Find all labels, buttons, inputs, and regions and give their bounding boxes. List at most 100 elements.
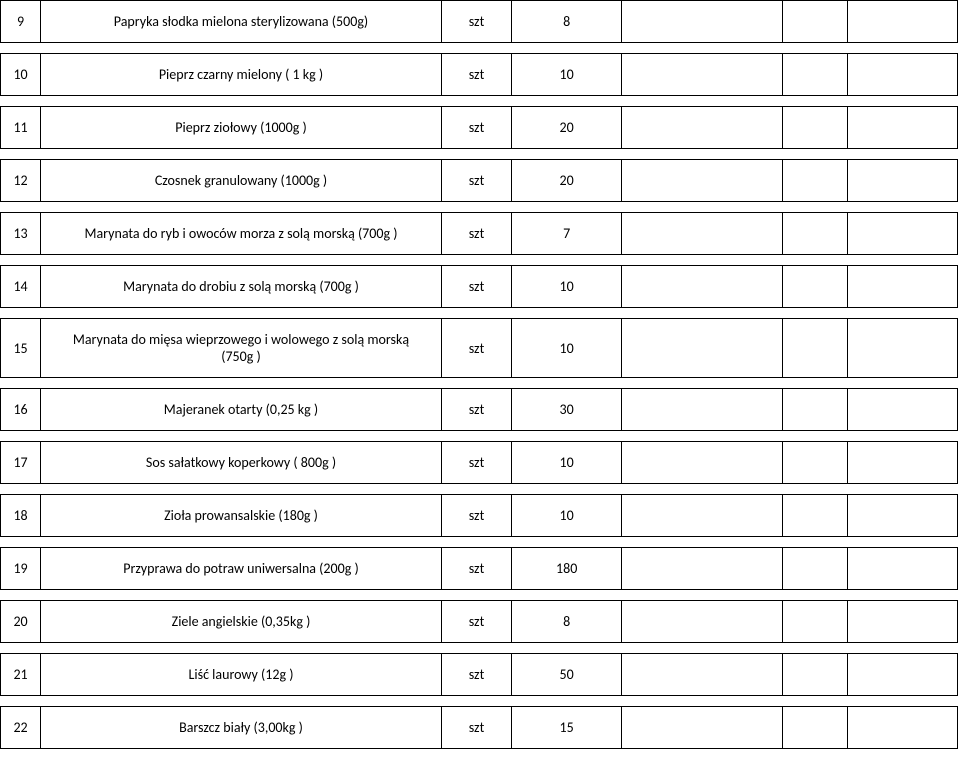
row-number: 20: [1, 601, 41, 643]
table-row: 16Majeranek otarty (0,25 kg )szt30: [1, 389, 958, 431]
row-number: 21: [1, 654, 41, 696]
empty-col-2: [782, 654, 847, 696]
data-block: 10Pieprz czarny mielony ( 1 kg )szt10: [0, 53, 958, 96]
data-block: 16Majeranek otarty (0,25 kg )szt30: [0, 388, 958, 431]
empty-col-1: [622, 54, 782, 96]
quantity: 8: [512, 601, 622, 643]
table-row: 13Marynata do ryb i owoców morza z solą …: [1, 213, 958, 255]
empty-col-2: [782, 160, 847, 202]
unit: szt: [441, 442, 511, 484]
item-name: Marynata do ryb i owoców morza z solą mo…: [41, 213, 442, 255]
empty-col-1: [622, 548, 782, 590]
empty-col-2: [782, 319, 847, 378]
item-name: Marynata do drobiu z solą morską (700g ): [41, 266, 442, 308]
empty-col-1: [622, 160, 782, 202]
empty-col-2: [782, 54, 847, 96]
item-name: Papryka słodka mielona sterylizowana (50…: [41, 1, 442, 43]
quantity: 15: [512, 707, 622, 749]
data-block: 11Pieprz ziołowy (1000g )szt20: [0, 106, 958, 149]
empty-col-3: [847, 495, 957, 537]
data-block: 14Marynata do drobiu z solą morską (700g…: [0, 265, 958, 308]
unit: szt: [441, 319, 511, 378]
data-block: 15Marynata do mięsa wieprzowego i wolowe…: [0, 318, 958, 378]
table-row: 11Pieprz ziołowy (1000g )szt20: [1, 107, 958, 149]
row-number: 17: [1, 442, 41, 484]
page-root: 9Papryka słodka mielona sterylizowana (5…: [0, 0, 960, 749]
unit: szt: [441, 1, 511, 43]
item-name: Pieprz ziołowy (1000g ): [41, 107, 442, 149]
empty-col-3: [847, 548, 957, 590]
item-name: Ziele angielskie (0,35kg ): [41, 601, 442, 643]
item-name: Pieprz czarny mielony ( 1 kg ): [41, 54, 442, 96]
item-name: Barszcz biały (3,00kg ): [41, 707, 442, 749]
empty-col-1: [622, 707, 782, 749]
table-row: 12Czosnek granulowany (1000g )szt20: [1, 160, 958, 202]
row-number: 22: [1, 707, 41, 749]
table-row: 22Barszcz biały (3,00kg )szt15: [1, 707, 958, 749]
unit: szt: [441, 389, 511, 431]
empty-col-1: [622, 495, 782, 537]
item-name: Zioła prowansalskie (180g ): [41, 495, 442, 537]
quantity: 10: [512, 266, 622, 308]
quantity: 10: [512, 442, 622, 484]
empty-col-2: [782, 442, 847, 484]
quantity: 7: [512, 213, 622, 255]
quantity: 10: [512, 319, 622, 378]
row-number: 13: [1, 213, 41, 255]
empty-col-3: [847, 54, 957, 96]
data-block: 19Przyprawa do potraw uniwersalna (200g …: [0, 547, 958, 590]
row-number: 11: [1, 107, 41, 149]
quantity: 10: [512, 54, 622, 96]
quantity: 10: [512, 495, 622, 537]
empty-col-3: [847, 160, 957, 202]
row-number: 9: [1, 1, 41, 43]
empty-col-2: [782, 548, 847, 590]
empty-col-2: [782, 495, 847, 537]
empty-col-1: [622, 601, 782, 643]
data-block: 21Liść laurowy (12g )szt50: [0, 653, 958, 696]
table-row: 10Pieprz czarny mielony ( 1 kg )szt10: [1, 54, 958, 96]
unit: szt: [441, 160, 511, 202]
empty-col-1: [622, 213, 782, 255]
item-name: Majeranek otarty (0,25 kg ): [41, 389, 442, 431]
table-row: 17Sos sałatkowy koperkowy ( 800g )szt10: [1, 442, 958, 484]
unit: szt: [441, 213, 511, 255]
unit: szt: [441, 54, 511, 96]
data-block: 22Barszcz biały (3,00kg )szt15: [0, 706, 958, 749]
table-row: 18Zioła prowansalskie (180g )szt10: [1, 495, 958, 537]
quantity: 20: [512, 107, 622, 149]
empty-col-1: [622, 654, 782, 696]
quantity: 8: [512, 1, 622, 43]
empty-col-1: [622, 319, 782, 378]
row-number: 16: [1, 389, 41, 431]
empty-col-2: [782, 389, 847, 431]
unit: szt: [441, 654, 511, 696]
quantity: 50: [512, 654, 622, 696]
data-block: 18Zioła prowansalskie (180g )szt10: [0, 494, 958, 537]
empty-col-3: [847, 442, 957, 484]
empty-col-1: [622, 1, 782, 43]
empty-col-2: [782, 107, 847, 149]
data-block: 12Czosnek granulowany (1000g )szt20: [0, 159, 958, 202]
empty-col-1: [622, 389, 782, 431]
data-block: 17Sos sałatkowy koperkowy ( 800g )szt10: [0, 441, 958, 484]
empty-col-3: [847, 266, 957, 308]
row-number: 15: [1, 319, 41, 378]
empty-col-2: [782, 213, 847, 255]
empty-col-3: [847, 319, 957, 378]
data-block: 9Papryka słodka mielona sterylizowana (5…: [0, 0, 958, 43]
row-number: 14: [1, 266, 41, 308]
row-number: 12: [1, 160, 41, 202]
table-row: 20Ziele angielskie (0,35kg )szt8: [1, 601, 958, 643]
item-name: Przyprawa do potraw uniwersalna (200g ): [41, 548, 442, 590]
data-block: 13Marynata do ryb i owoców morza z solą …: [0, 212, 958, 255]
unit: szt: [441, 707, 511, 749]
empty-col-2: [782, 707, 847, 749]
empty-col-1: [622, 266, 782, 308]
empty-col-3: [847, 601, 957, 643]
unit: szt: [441, 601, 511, 643]
unit: szt: [441, 107, 511, 149]
quantity: 20: [512, 160, 622, 202]
row-number: 18: [1, 495, 41, 537]
empty-col-3: [847, 213, 957, 255]
